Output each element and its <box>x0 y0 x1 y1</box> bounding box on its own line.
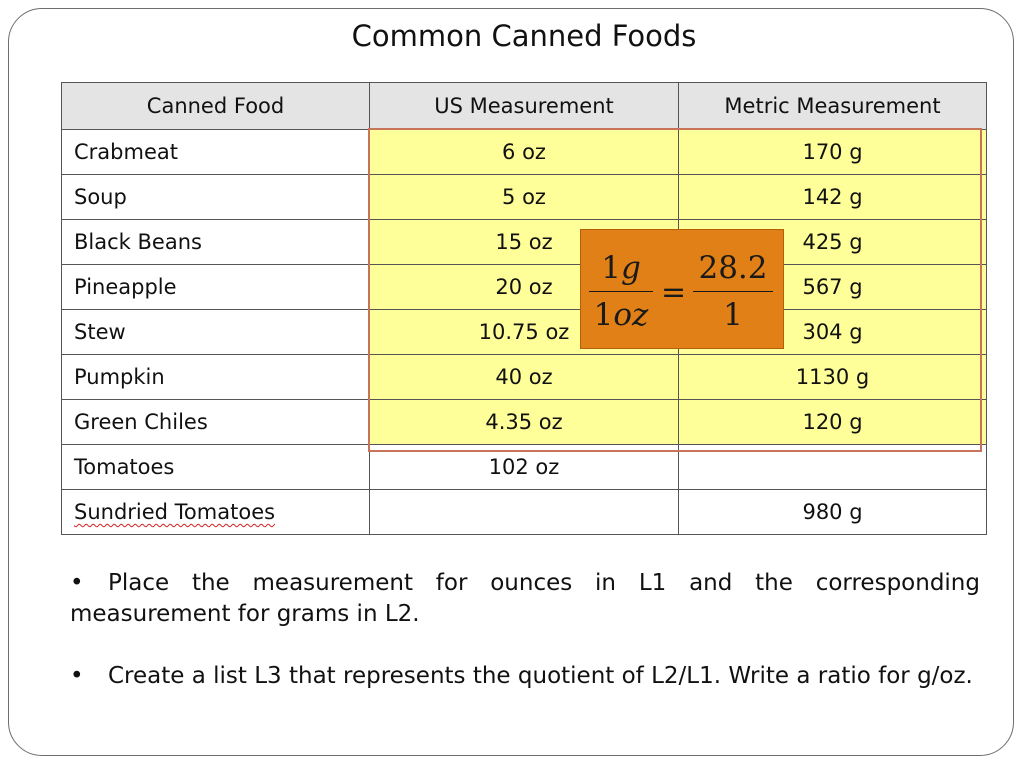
bullet-marker: • <box>70 570 84 596</box>
table-row: Sundried Tomatoes 980 g <box>61 489 987 535</box>
table-row: Tomatoes 102 oz <box>61 444 987 490</box>
fraction-bar <box>693 291 773 292</box>
ratio-right-denominator: 1 <box>723 297 743 333</box>
food-cell: Green Chiles <box>61 399 370 445</box>
instruction-bullet: • Place the measurement for ounces in L1 … <box>70 568 980 630</box>
metric-cell: 1130 g <box>678 354 987 400</box>
header-metric-measurement: Metric Measurement <box>678 82 987 130</box>
table-row: Pumpkin 40 oz 1130 g <box>61 354 987 400</box>
value-ratio-fraction: 28.2 1 <box>693 247 773 336</box>
bullet-marker: • <box>70 663 84 689</box>
food-cell: Pineapple <box>61 264 370 310</box>
us-cell: 4.35 oz <box>369 399 679 445</box>
food-cell: Crabmeat <box>61 129 370 175</box>
ratio-left-numerator-digit: 1 <box>601 250 621 286</box>
metric-cell: 425 g <box>678 219 987 265</box>
metric-cell: 170 g <box>678 129 987 175</box>
equals-sign: = <box>661 275 687 310</box>
instruction-text: Place the measurement for ounces in L1 a… <box>70 570 980 627</box>
table-row: Crabmeat 6 oz 170 g <box>61 129 987 175</box>
unit-ratio-fraction: 1g 1oz <box>589 247 653 336</box>
us-cell: 40 oz <box>369 354 679 400</box>
us-cell: 5 oz <box>369 174 679 220</box>
spellcheck-underlined-text: Sundried Tomatoes <box>74 500 276 524</box>
food-cell: Tomatoes <box>61 444 370 490</box>
header-canned-food: Canned Food <box>61 82 370 130</box>
metric-cell: 120 g <box>678 399 987 445</box>
header-us-measurement: US Measurement <box>369 82 679 130</box>
metric-cell <box>678 444 987 490</box>
metric-cell: 980 g <box>678 489 987 535</box>
us-cell <box>369 489 679 535</box>
food-cell: Sundried Tomatoes <box>61 489 370 535</box>
table-row: Green Chiles 4.35 oz 120 g <box>61 399 987 445</box>
ratio-box: 1g 1oz = 28.2 1 <box>580 229 784 349</box>
canned-foods-table: Canned Food US Measurement Metric Measur… <box>61 82 987 535</box>
us-cell: 102 oz <box>369 444 679 490</box>
food-cell: Soup <box>61 174 370 220</box>
ratio-left-numerator-unit: g <box>620 250 641 286</box>
instruction-list: • Place the measurement for ounces in L1 … <box>70 568 980 723</box>
food-cell: Pumpkin <box>61 354 370 400</box>
table-header-row: Canned Food US Measurement Metric Measur… <box>61 82 987 130</box>
table-row: Pineapple 20 oz 567 g <box>61 264 987 310</box>
ratio-left-denominator: 1oz <box>589 294 653 336</box>
ratio-left-denominator-digit: 1 <box>593 297 614 333</box>
ratio-left-denominator-unit: oz <box>613 297 649 333</box>
food-cell: Black Beans <box>61 219 370 265</box>
metric-cell: 142 g <box>678 174 987 220</box>
slide-title: Common Canned Foods <box>351 19 697 53</box>
food-cell: Stew <box>61 309 370 355</box>
fraction-bar <box>589 291 653 292</box>
table-row: Stew 10.75 oz 304 g <box>61 309 987 355</box>
table-row: Black Beans 15 oz 425 g <box>61 219 987 265</box>
us-cell: 6 oz <box>369 129 679 175</box>
instruction-bullet: • Create a list L3 that represents the qu… <box>70 661 980 692</box>
ratio-right-numerator: 28.2 <box>698 250 768 286</box>
ratio-left-numerator: 1g <box>589 247 653 289</box>
table-row: Soup 5 oz 142 g <box>61 174 987 220</box>
instruction-text: Create a list L3 that represents the quo… <box>108 663 973 689</box>
